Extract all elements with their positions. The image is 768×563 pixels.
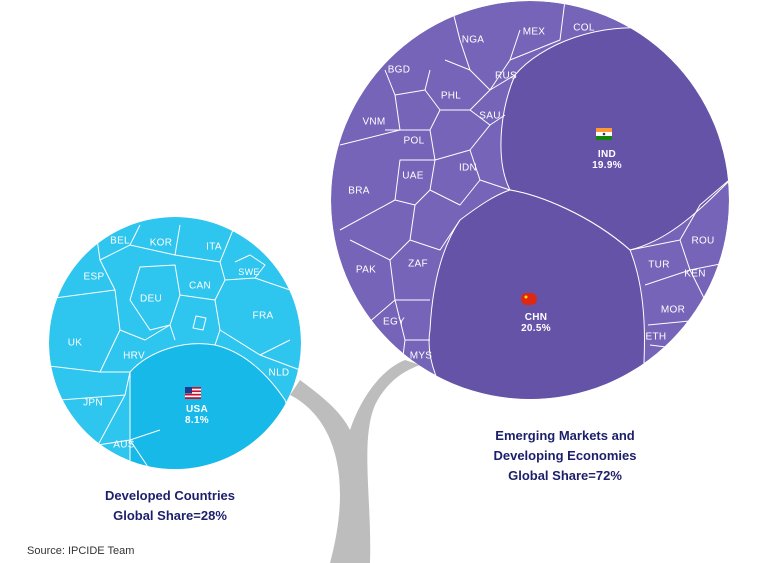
country-label: AUS (113, 439, 135, 451)
emerging-caption-line1: Emerging Markets and (495, 428, 635, 443)
country-label: CAN (188, 280, 212, 292)
india-flag-icon (596, 128, 612, 140)
tree-trunk (290, 360, 420, 563)
developed-caption: Developed Countries Global Share=28% (60, 486, 280, 526)
country-label: EGY (382, 316, 406, 328)
country-label: BRA (348, 185, 370, 197)
china-flag-icon (521, 293, 537, 305)
country-label: TUR (648, 259, 670, 271)
country-label: FRA (252, 310, 274, 322)
usa-share: 8.1% (185, 415, 209, 426)
country-label: JPN (83, 397, 103, 409)
country-label: HRV (123, 350, 145, 362)
chn-highlight-label: CHN 20.5% (521, 312, 551, 334)
country-label: NLD (268, 367, 290, 379)
developed-caption-line2: Global Share=28% (113, 508, 227, 523)
country-label: PAK (355, 264, 377, 276)
country-label: ROU (691, 235, 715, 247)
emerging-caption-line3: Global Share=72% (508, 468, 622, 483)
developed-caption-line1: Developed Countries (104, 488, 236, 503)
usa-flag-icon (185, 387, 201, 399)
country-label: DEU (139, 293, 163, 305)
chn-share: 20.5% (521, 323, 551, 334)
chn-code: CHN (524, 312, 548, 323)
country-label: IDN (458, 162, 478, 174)
country-label: ITA (206, 241, 222, 253)
ind-code: IND (597, 149, 617, 160)
country-label: BGD (387, 64, 411, 76)
country-label: MOR (660, 304, 686, 316)
country-label: UK (67, 337, 83, 349)
country-label: MYS (409, 350, 433, 362)
country-label: VNM (362, 116, 386, 128)
country-label: BEL (110, 235, 130, 247)
developed-countries-circle (49, 217, 301, 469)
country-label: RUS (494, 70, 518, 82)
ind-share: 19.9% (592, 160, 622, 171)
ind-highlight-label: IND 19.9% (592, 149, 622, 171)
country-label: COL (573, 22, 595, 34)
country-label: NGA (461, 34, 485, 46)
country-label: POL (403, 135, 425, 147)
usa-highlight-label: USA 8.1% (185, 404, 209, 426)
country-label: SAU (479, 110, 501, 122)
emerging-caption-line2: Developing Economies (493, 448, 637, 463)
country-label: ZAF (408, 258, 428, 270)
emerging-caption: Emerging Markets and Developing Economie… (460, 426, 670, 486)
usa-code: USA (185, 404, 208, 415)
country-label: KEN (684, 268, 706, 280)
country-label: UAE (402, 170, 424, 182)
country-label: MEX (522, 26, 546, 38)
emerging-markets-circle (331, 1, 729, 399)
country-label: KOR (149, 237, 173, 249)
country-label: SWE (238, 267, 260, 277)
source-note: Source: IPCIDE Team (27, 545, 135, 557)
country-label: ETH (645, 331, 667, 343)
country-label: ESP (83, 271, 105, 283)
country-label: PHL (440, 90, 462, 102)
